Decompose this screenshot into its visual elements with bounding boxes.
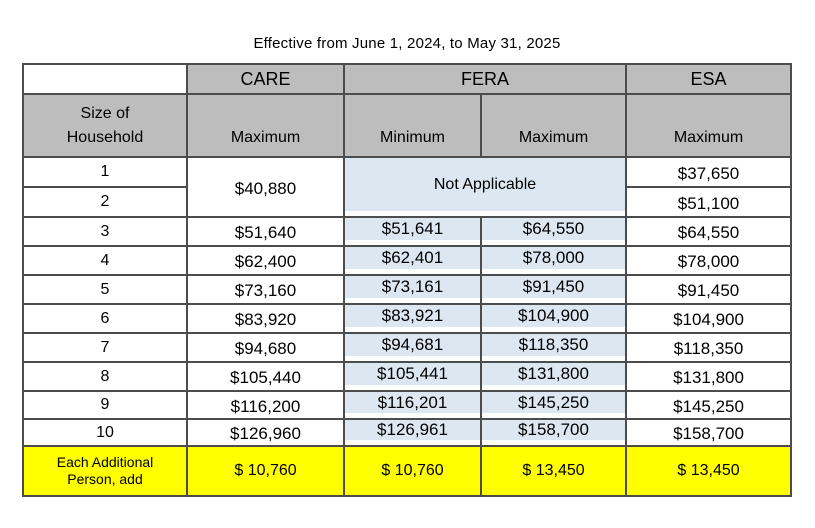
fera-max-cell: $158,700 <box>479 418 628 447</box>
esa-program-header: ESA <box>625 63 793 95</box>
table-row-3: 3 $51,640 $51,641 $64,550 $64,550 <box>22 216 793 247</box>
size-cell: 9 <box>22 390 188 420</box>
fera-max-additional-cell: $ 13,450 <box>479 445 628 497</box>
size-cell: 6 <box>22 303 188 334</box>
table-row-1: 1 $40,880 Not Applicable $37,650 <box>22 156 793 218</box>
care-max-cell: $94,680 <box>186 332 345 363</box>
size-cell: 8 <box>22 361 188 392</box>
column-header-row: Size of Household Maximum Minimum Maximu… <box>22 93 793 158</box>
fera-min-cell: $94,681 <box>343 332 482 363</box>
esa-max-cell: $78,000 <box>625 245 793 276</box>
fera-max-cell: $131,800 <box>479 361 628 392</box>
care-max-cell: $73,160 <box>186 274 345 305</box>
care-program-header: CARE <box>186 63 345 95</box>
esa-max-cell: $51,100 <box>625 186 793 218</box>
table-row-5: 5 $73,160 $73,161 $91,450 $91,450 <box>22 274 793 305</box>
esa-max-cell: $131,800 <box>625 361 793 392</box>
esa-max-cell: $104,900 <box>625 303 793 334</box>
table-row-4: 4 $62,400 $62,401 $78,000 $78,000 <box>22 245 793 276</box>
fera-max-cell: $104,900 <box>479 303 628 334</box>
size-cell: 5 <box>22 274 188 305</box>
fera-max-cell: $78,000 <box>479 245 628 276</box>
size-of-household-header: Size of Household <box>22 93 188 158</box>
fera-min-cell: $51,641 <box>343 216 482 247</box>
table-row-9: 9 $116,200 $116,201 $145,250 $145,250 <box>22 390 793 420</box>
care-max-cell: $116,200 <box>186 390 345 420</box>
page-title: Effective from June 1, 2024, to May 31, … <box>253 35 561 52</box>
size-cell: 3 <box>22 216 188 247</box>
care-max-cell: $105,440 <box>186 361 345 392</box>
fera-max-cell: $91,450 <box>479 274 628 305</box>
size-cell: 10 <box>22 418 188 447</box>
table-row-6: 6 $83,920 $83,921 $104,900 $104,900 <box>22 303 793 334</box>
esa-max-cell: $118,350 <box>625 332 793 363</box>
care-additional-cell: $ 10,760 <box>186 445 345 497</box>
esa-maximum-header: Maximum <box>625 93 793 158</box>
table-row-2: 2 $51,100 <box>22 186 793 218</box>
size-cell: 7 <box>22 332 188 363</box>
fera-min-additional-cell: $ 10,760 <box>343 445 482 497</box>
esa-additional-cell: $ 13,450 <box>625 445 793 497</box>
care-merged-cell: $40,880 <box>186 156 345 218</box>
blank-corner-cell <box>22 63 188 95</box>
care-max-cell: $62,400 <box>186 245 345 276</box>
fera-min-cell: $126,961 <box>343 418 482 447</box>
fera-min-cell: $73,161 <box>343 274 482 305</box>
program-header-row: CARE FERA ESA <box>22 63 793 95</box>
esa-max-cell: $145,250 <box>625 390 793 420</box>
size-cell: 4 <box>22 245 188 276</box>
fera-maximum-header: Maximum <box>479 93 628 158</box>
size-cell: 2 <box>22 186 188 218</box>
fera-max-cell: $118,350 <box>479 332 628 363</box>
additional-person-label: Each Additional Person, add <box>22 445 188 497</box>
additional-person-row: Each Additional Person, add $ 10,760 $ 1… <box>22 445 793 497</box>
fera-max-cell: $64,550 <box>479 216 628 247</box>
fera-minimum-header: Minimum <box>343 93 482 158</box>
esa-max-cell: $91,450 <box>625 274 793 305</box>
fera-not-applicable-cell: Not Applicable <box>342 156 628 218</box>
table-row-8: 8 $105,440 $105,441 $131,800 $131,800 <box>22 361 793 392</box>
fera-max-cell: $145,250 <box>479 390 628 420</box>
esa-max-cell: $37,650 <box>625 156 793 188</box>
size-cell: 1 <box>22 156 188 188</box>
esa-max-cell: $158,700 <box>625 418 793 447</box>
table-row-7: 7 $94,680 $94,681 $118,350 $118,350 <box>22 332 793 363</box>
care-max-cell: $51,640 <box>186 216 345 247</box>
table-row-10: 10 $126,960 $126,961 $158,700 $158,700 <box>22 418 793 447</box>
income-limits-table: CARE FERA ESA Size of Household Maximum … <box>22 63 793 497</box>
care-max-cell: $83,920 <box>186 303 345 334</box>
fera-min-cell: $62,401 <box>343 245 482 276</box>
fera-min-cell: $105,441 <box>343 361 482 392</box>
fera-min-cell: $83,921 <box>343 303 482 334</box>
care-max-cell: $126,960 <box>186 418 345 447</box>
fera-min-cell: $116,201 <box>343 390 482 420</box>
esa-max-cell: $64,550 <box>625 216 793 247</box>
fera-program-header: FERA <box>342 63 628 95</box>
care-maximum-header: Maximum <box>186 93 345 158</box>
